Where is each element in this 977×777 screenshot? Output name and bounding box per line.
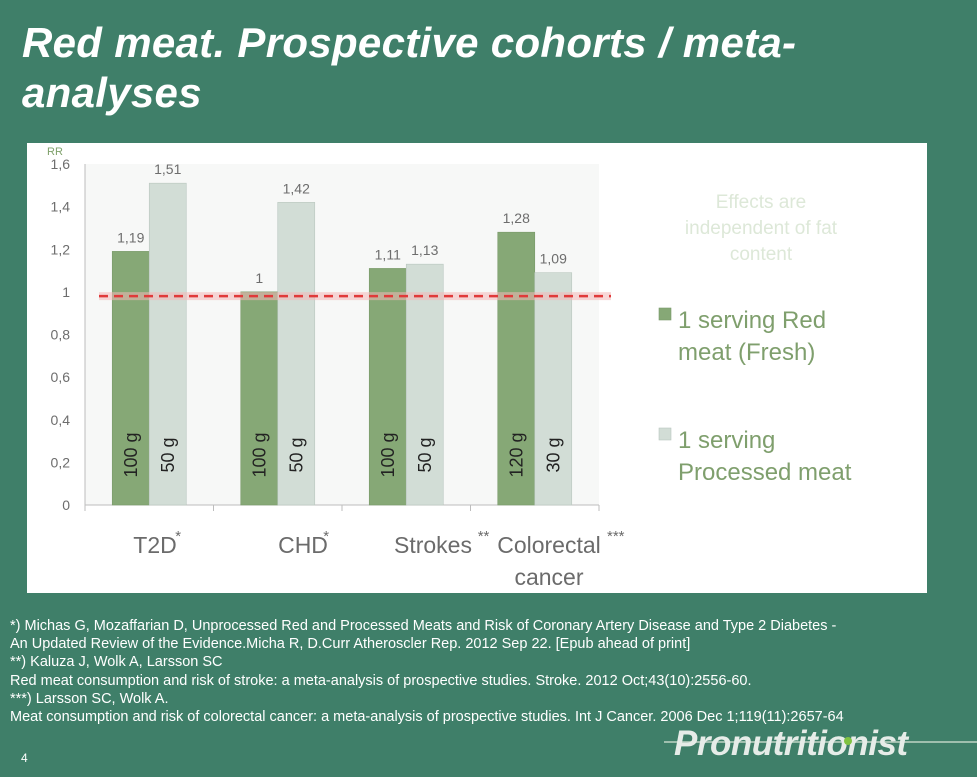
y-tick-label: 0	[62, 497, 70, 513]
y-tick-label: 0,4	[51, 412, 71, 428]
bar-value-label: 1	[255, 270, 263, 286]
category-label: Strokes	[394, 532, 472, 558]
portion-label: 50 g	[286, 437, 306, 472]
bar-value-label: 1,19	[117, 229, 144, 245]
footnote-line: An Updated Review of the Evidence.Micha …	[10, 636, 691, 653]
y-tick-label: 0,6	[51, 369, 71, 385]
bar-value-label: 1,42	[283, 180, 310, 196]
y-tick-label: 1,4	[51, 199, 71, 215]
footnote-line: *) Michas G, Mozaffarian D, Unprocessed …	[10, 618, 837, 634]
footnote-mark: *	[323, 528, 329, 545]
footnote-line: ***) Larsson SC, Wolk A.	[10, 690, 169, 707]
legend-label: 1 serving	[678, 427, 775, 454]
bar	[148, 182, 187, 506]
legend-label: Processed meat	[678, 459, 852, 486]
category-label: T2D	[133, 532, 176, 558]
chart-panel: 0 0,2 0,4 0,6 0,8 1 1,2 1,4 1,6 RR 1,19 100 g 1 100 g…	[27, 143, 927, 593]
portion-label: 120 g	[506, 432, 526, 477]
footnote-mark: *	[175, 528, 181, 545]
footnote-mark: ***	[607, 528, 625, 545]
bar-value-label: 1,09	[540, 251, 567, 267]
slide-title: Red meat. Prospective cohorts / meta-ana…	[22, 19, 797, 116]
bar-chart: 0 0,2 0,4 0,6 0,8 1 1,2 1,4 1,6RR 1,19 100 g 1 100 g…	[47, 146, 852, 590]
y-tick-label: 1,6	[51, 156, 71, 172]
bar	[240, 291, 279, 506]
portion-label: 50 g	[415, 437, 435, 472]
legend-label: meat (Fresh)	[678, 339, 815, 366]
footnotes: *) Michas G, Mozaffarian D, Unprocessed …	[10, 617, 970, 726]
footnote-line: Meat consumption and risk of colorectal …	[10, 709, 844, 726]
portion-label: 50 g	[158, 437, 178, 472]
y-tick-label: 1,2	[51, 241, 71, 257]
annotation-text: independent of fat	[685, 218, 838, 239]
category-label: Colorectal	[497, 532, 601, 558]
legend-swatch	[658, 427, 672, 441]
footnote-line: Red meat consumption and risk of stroke:…	[10, 672, 752, 689]
y-tick-label: 1	[62, 284, 70, 300]
annotation-text: Effects are	[716, 192, 806, 213]
portion-label: 30 g	[543, 437, 563, 472]
bar-value-label: 1,51	[154, 161, 181, 177]
footnote-mark: **	[478, 528, 490, 545]
portion-label: 100 g	[121, 432, 141, 477]
annotation-text: content	[730, 244, 793, 265]
bar	[405, 263, 444, 506]
bar-value-label: 1,28	[503, 210, 530, 226]
category-label: cancer	[514, 564, 583, 590]
slide-number: 4	[21, 751, 28, 765]
y-tick-label: 0,8	[51, 327, 71, 343]
category-label: CHD	[278, 532, 328, 558]
bar	[497, 231, 536, 506]
portion-label: 100 g	[378, 432, 398, 477]
bar-value-label: 1,13	[411, 242, 438, 258]
y-tick-label: 0,2	[51, 454, 71, 470]
legend-label: 1 serving Red	[678, 307, 826, 334]
footnote-line: **) Kaluza J, Wolk A, Larsson SC	[10, 654, 223, 671]
logo-underline	[664, 741, 977, 743]
portion-label: 100 g	[249, 432, 269, 477]
bar	[534, 272, 573, 506]
y-axis-label: RR	[47, 146, 63, 158]
brand-logo: Pronutritionist	[674, 724, 908, 763]
bar-value-label: 1,11	[375, 246, 401, 262]
bar	[277, 202, 316, 506]
bar	[368, 268, 407, 506]
legend-swatch	[658, 307, 672, 321]
logo-dot-icon	[844, 737, 852, 745]
